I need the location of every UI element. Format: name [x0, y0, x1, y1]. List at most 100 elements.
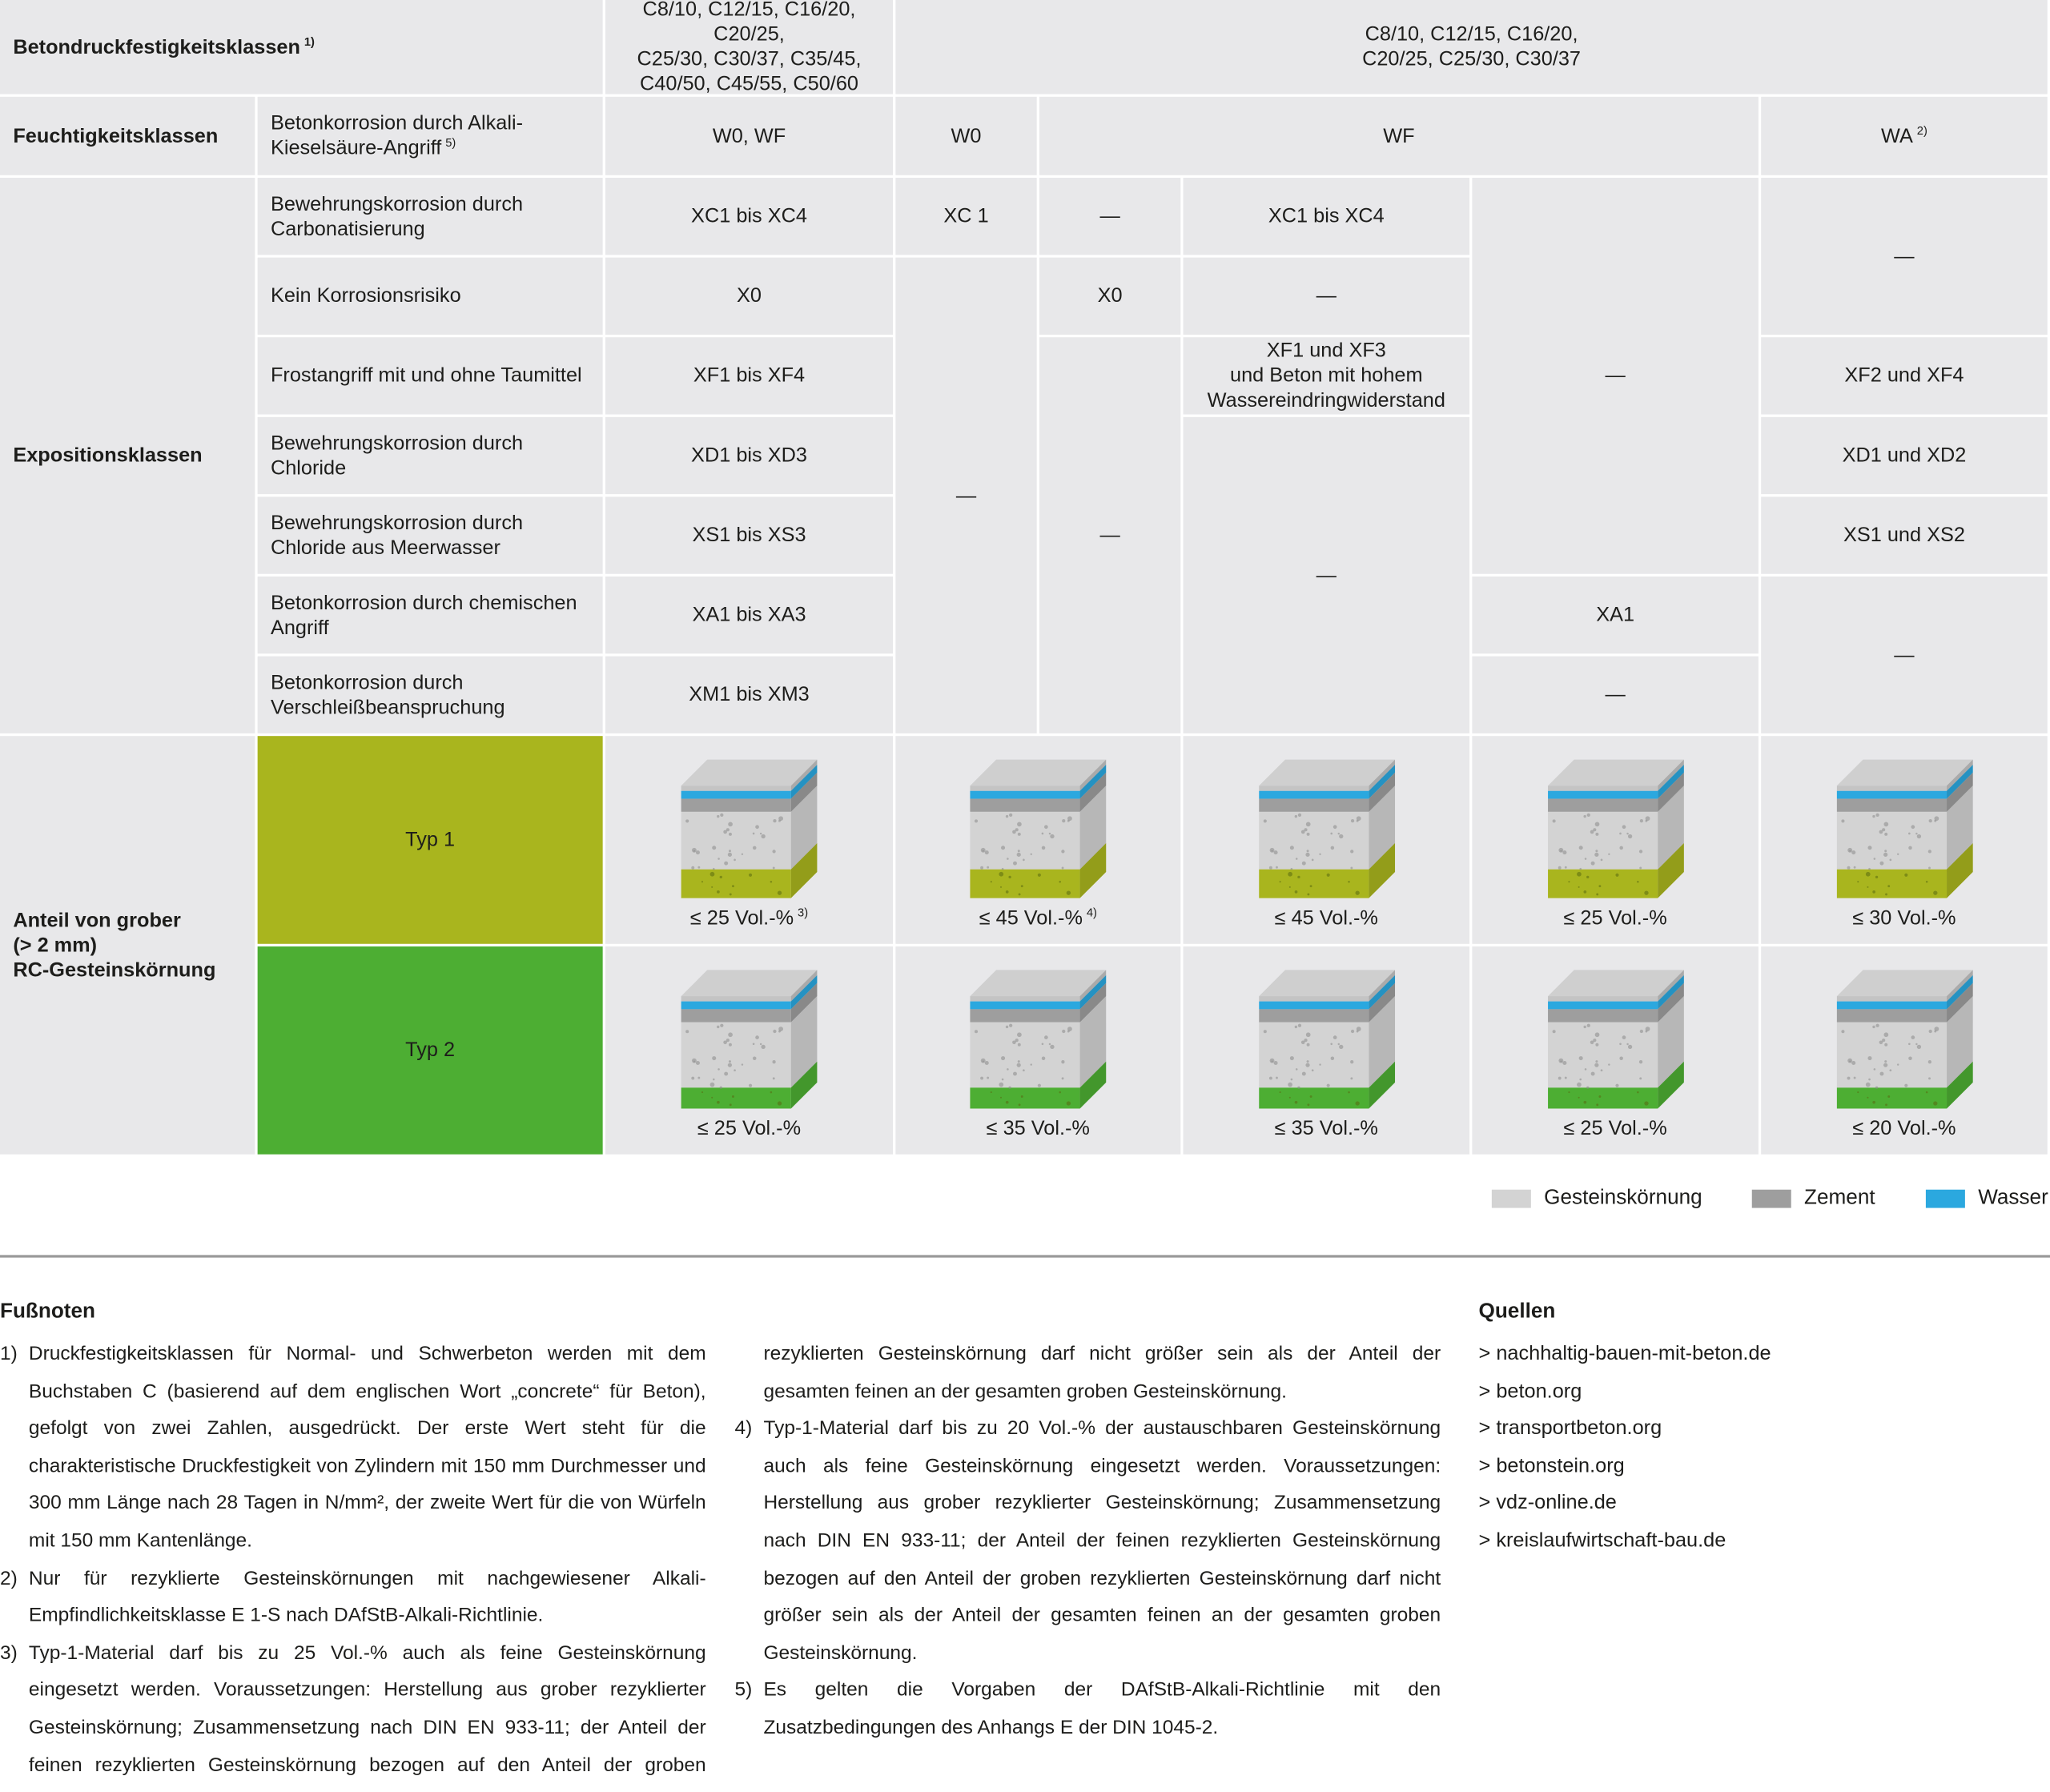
cell-text: Expositionsklassen [13, 444, 203, 467]
table-cell: — [1183, 416, 1470, 733]
cube-part [1001, 867, 1004, 870]
cube-part [1020, 1095, 1023, 1098]
cube-part [1589, 1040, 1594, 1045]
cube-part [1564, 866, 1566, 869]
cube-part [1278, 881, 1280, 883]
cube-part [1301, 1071, 1305, 1076]
cube-part [1329, 846, 1334, 850]
cube-part [1547, 869, 1658, 898]
cube-part [1041, 832, 1044, 835]
cube-part [681, 811, 791, 870]
cube-part [1008, 875, 1011, 879]
table-cell: XM1 bis XM3 [605, 656, 894, 733]
cube-part [1048, 1043, 1051, 1046]
cube-part [741, 853, 744, 855]
cube-icon [1836, 970, 1972, 1109]
cube-part [1001, 846, 1006, 850]
cube-part [728, 1060, 731, 1063]
cube-part [1586, 1086, 1589, 1089]
cube-part [1368, 996, 1395, 1088]
footnote-text: Es gelten die Vorgaben der DAfStB-Alkali… [763, 1678, 1441, 1739]
cell-content: W0 [951, 123, 982, 148]
cube-part [1657, 759, 1684, 791]
cube-part [974, 819, 979, 823]
cube-part [1932, 890, 1937, 895]
cube-part [1896, 1063, 1899, 1066]
table-cell: ≤ 25 Vol.-% [1472, 946, 1759, 1155]
legend-item: Gesteinskörnung [1491, 1184, 1702, 1213]
cube-part [1079, 1061, 1107, 1109]
cell-content: Bewehrungskorrosion durch Chloride [271, 431, 523, 480]
cube-part [1594, 822, 1599, 827]
cell-text: ≤ 35 Vol.-% [1274, 1117, 1378, 1140]
cube-part [1258, 786, 1369, 791]
cube-part [1657, 982, 1684, 1023]
table-cell: Frostangriff mit und ohne Taumittel [257, 337, 603, 415]
cube-part [980, 866, 984, 870]
cube-part [1618, 1056, 1623, 1060]
cube-part [1583, 1068, 1586, 1071]
cube-part [1562, 1060, 1566, 1066]
cell-content: Betonkorrosion durch Verschleißbeanspruc… [271, 670, 505, 720]
cube-part [755, 825, 759, 830]
table-cell: Typ 1 [257, 736, 603, 944]
cube-part [1836, 790, 1947, 799]
cube-part [778, 819, 781, 822]
cube-part [1846, 866, 1850, 870]
cube-part [1865, 871, 1870, 877]
cube-part [1907, 832, 1910, 835]
legend-swatch [1925, 1189, 1965, 1208]
cube-part [1318, 853, 1320, 855]
cube-part [697, 1076, 701, 1079]
cube-part [1079, 772, 1107, 812]
cube-part [1551, 1030, 1555, 1034]
cube-part [1590, 1071, 1594, 1076]
cube-part [1644, 819, 1647, 822]
cell-content: — [1316, 563, 1337, 588]
cube-part [1884, 1103, 1887, 1107]
cube-part [1657, 765, 1684, 799]
cell-text: Feuchtigkeitsklassen [13, 124, 219, 147]
cube-part [1946, 759, 1972, 791]
cube-part [761, 1044, 766, 1050]
cube-part [980, 847, 986, 853]
cube-part [790, 843, 818, 898]
cube-part [1657, 974, 1684, 1010]
footnote-ref: 3) [798, 906, 809, 919]
cube-part [1879, 861, 1883, 866]
cube-part [1946, 982, 1972, 1023]
cube-icon [970, 970, 1107, 1109]
cell-content: C8/10, C12/15, C16/20, C20/25, C25/30, C… [1362, 22, 1581, 72]
cube-part [1607, 853, 1610, 855]
table-cell: — [1183, 257, 1470, 335]
cube-part [681, 970, 818, 997]
cube-part [1293, 1025, 1297, 1029]
cell-text: — [955, 484, 977, 507]
cube-part [1896, 853, 1899, 855]
cell-text: — [1099, 205, 1120, 228]
cell-text: ≤ 25 Vol.-% [1563, 907, 1667, 930]
cell-text: ≤ 45 Vol.-% [1274, 907, 1378, 930]
cube-part [1836, 759, 1972, 786]
cube-part [1946, 996, 1972, 1088]
cube-part [1258, 1087, 1369, 1109]
cube-part [1305, 822, 1310, 827]
cube-part [1872, 858, 1875, 860]
cube-part [1946, 970, 1972, 1109]
cube-part [1005, 1025, 1009, 1029]
cube-part [1338, 1044, 1343, 1050]
cube-part [1368, 786, 1395, 870]
cube-part [1325, 873, 1329, 877]
cube-part [1005, 814, 1009, 818]
cube-part [1079, 970, 1107, 1002]
cube-part [1547, 1001, 1658, 1010]
cube-part [1258, 1009, 1369, 1023]
cell-content: XC1 bis XC4 [1268, 204, 1385, 229]
cube-part [970, 811, 1080, 870]
cube-part [1599, 858, 1602, 862]
cube-part [1875, 813, 1879, 817]
cube-part [984, 1060, 989, 1066]
cube-part [1258, 759, 1395, 786]
cube-part [1356, 816, 1361, 822]
cube-part [987, 1076, 990, 1079]
